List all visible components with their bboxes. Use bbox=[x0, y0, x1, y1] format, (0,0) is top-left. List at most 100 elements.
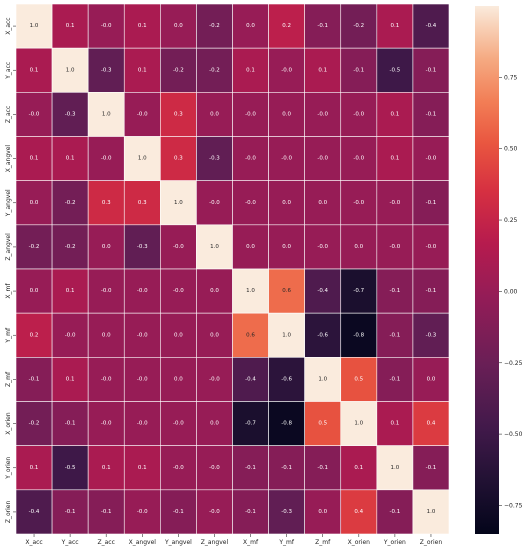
heatmap-cell-label: -0.0 bbox=[101, 421, 112, 427]
heatmap-cell-label: 0.0 bbox=[210, 332, 219, 338]
heatmap-cell-label: 0.0 bbox=[210, 111, 219, 117]
heatmap-cell-label: -0.1 bbox=[426, 67, 437, 73]
heatmap-cell bbox=[340, 268, 378, 314]
heatmap-cell-label: 1.0 bbox=[66, 67, 75, 73]
heatmap-cell-label: -0.8 bbox=[353, 332, 364, 338]
heatmap-cell bbox=[412, 3, 450, 49]
heatmap-cell-label: 1.0 bbox=[354, 421, 363, 427]
heatmap-cell bbox=[196, 3, 233, 49]
x-axis-ticks: X_acc Y_acc Z_acc X_angvel Y_angvel Z_angvel X… bbox=[25, 534, 442, 546]
heatmap-cell bbox=[340, 224, 378, 270]
heatmap-cell bbox=[51, 136, 89, 181]
heatmap-cell-label: -0.3 bbox=[137, 244, 148, 250]
y-tick-label: X_orien bbox=[5, 412, 12, 435]
heatmap-cell-label: -0.2 bbox=[209, 23, 220, 29]
heatmap-cell-label: -0.0 bbox=[137, 111, 148, 117]
heatmap-cell-label: 1.0 bbox=[138, 156, 147, 162]
heatmap-cell-label: 0.6 bbox=[282, 288, 291, 294]
heatmap-cell-label: 0.0 bbox=[174, 376, 183, 382]
heatmap-cell-label: -0.1 bbox=[29, 376, 40, 382]
heatmap-cell-label: 1.0 bbox=[174, 200, 183, 206]
heatmap-cell-label: -0.0 bbox=[390, 244, 401, 250]
heatmap-cell-label: -0.0 bbox=[353, 111, 364, 117]
heatmap-cell bbox=[15, 445, 53, 491]
heatmap-cell bbox=[304, 445, 342, 491]
heatmap-cell-label: -0.0 bbox=[137, 332, 148, 338]
heatmap-cell bbox=[160, 312, 197, 358]
heatmap-cell bbox=[268, 224, 305, 270]
heatmap-cell bbox=[376, 180, 414, 226]
heatmap-cell-label: -0.3 bbox=[209, 156, 220, 162]
heatmap-cell bbox=[160, 268, 197, 314]
heatmap-cell-label: 0.1 bbox=[246, 67, 255, 73]
heatmap-cell-label: -0.0 bbox=[65, 332, 76, 338]
heatmap-cell-label: 0.0 bbox=[246, 23, 255, 29]
colorbar-tick-label: 0.00 bbox=[504, 288, 518, 295]
heatmap-cell bbox=[51, 180, 89, 226]
heatmap-cell-label: -0.0 bbox=[137, 376, 148, 382]
y-tick-label: X_acc bbox=[5, 17, 12, 34]
heatmap-cell bbox=[232, 136, 269, 181]
heatmap-cell-label: -0.1 bbox=[426, 111, 437, 117]
heatmap-cell-label: -0.1 bbox=[390, 376, 401, 382]
heatmap-cell-label: -0.1 bbox=[281, 465, 292, 471]
heatmap-cell-label: -0.0 bbox=[317, 156, 328, 162]
heatmap-cell bbox=[15, 268, 53, 314]
heatmap-cell-label: -0.0 bbox=[101, 23, 112, 29]
heatmap-cell-label: -0.1 bbox=[65, 421, 76, 427]
heatmap-cell-label: -0.0 bbox=[353, 200, 364, 206]
heatmap-cell bbox=[51, 401, 89, 446]
heatmap-cell bbox=[123, 136, 161, 181]
heatmap-cell-label: -0.2 bbox=[353, 23, 364, 29]
y-tick-label: Z_acc bbox=[5, 106, 12, 123]
y-tick-label: Y_angvel bbox=[5, 189, 12, 217]
y-tick-label: X_mf bbox=[5, 283, 12, 299]
heatmap-cell-label: 0.0 bbox=[102, 244, 111, 250]
colorbar-gradient bbox=[475, 6, 499, 534]
heatmap-cell-label: -0.2 bbox=[29, 244, 40, 250]
heatmap-cell bbox=[412, 47, 450, 93]
heatmap-cell-label: 0.0 bbox=[246, 244, 255, 250]
heatmap-cell-label: 0.2 bbox=[282, 23, 291, 29]
heatmap-cell bbox=[87, 180, 125, 226]
heatmap-cell-label: -0.7 bbox=[353, 288, 364, 294]
heatmap-cell-label: -0.0 bbox=[317, 244, 328, 250]
heatmap-cell-label: 0.1 bbox=[66, 156, 75, 162]
heatmap-cell-label: 0.2 bbox=[30, 332, 39, 338]
heatmap-cell-label: 0.4 bbox=[427, 421, 436, 427]
heatmap-cell-label: 0.0 bbox=[210, 288, 219, 294]
heatmap-cell-label: 1.0 bbox=[102, 111, 111, 117]
heatmap-cell-label: -0.3 bbox=[426, 332, 437, 338]
heatmap-cell-label: -0.3 bbox=[281, 509, 292, 515]
heatmap-cell-label: -0.1 bbox=[245, 509, 256, 515]
heatmap-cell bbox=[51, 47, 89, 93]
heatmap-cell bbox=[412, 268, 450, 314]
heatmap-cell bbox=[232, 401, 269, 446]
heatmap-cell-label: -0.1 bbox=[426, 288, 437, 294]
heatmap-cell-label: 1.0 bbox=[210, 244, 219, 250]
heatmap-cell-label: -0.0 bbox=[209, 200, 220, 206]
heatmap-cell bbox=[123, 401, 161, 446]
heatmap-cell-label: 0.1 bbox=[30, 156, 39, 162]
heatmap-cell bbox=[123, 312, 161, 358]
heatmap-cell-label: -0.0 bbox=[281, 67, 292, 73]
heatmap-cell bbox=[304, 136, 342, 181]
colorbar-ticks: −0.75 −0.50 −0.25 0.00 0.25 0.50 0.75 bbox=[499, 74, 523, 509]
heatmap-cell bbox=[412, 401, 450, 446]
heatmap-cell-label: 0.1 bbox=[30, 465, 39, 471]
heatmap-cell-label: -0.1 bbox=[426, 200, 437, 206]
heatmap-cell bbox=[196, 47, 233, 93]
heatmap-cell-label: 0.0 bbox=[174, 23, 183, 29]
heatmap-cell bbox=[87, 268, 125, 314]
heatmap-cell-label: 0.1 bbox=[66, 376, 75, 382]
heatmap-cell bbox=[123, 47, 161, 93]
heatmap-cell bbox=[123, 224, 161, 270]
heatmap-cell bbox=[15, 92, 53, 137]
y-tick-label: Y_mf bbox=[5, 327, 12, 344]
heatmap-cell-label: 1.0 bbox=[30, 23, 39, 29]
heatmap-cell bbox=[412, 312, 450, 358]
heatmap-cell bbox=[376, 401, 414, 446]
heatmap-cell-label: 0.0 bbox=[30, 200, 39, 206]
heatmap-cell bbox=[340, 3, 378, 49]
heatmap-cell-label: -0.2 bbox=[173, 67, 184, 73]
